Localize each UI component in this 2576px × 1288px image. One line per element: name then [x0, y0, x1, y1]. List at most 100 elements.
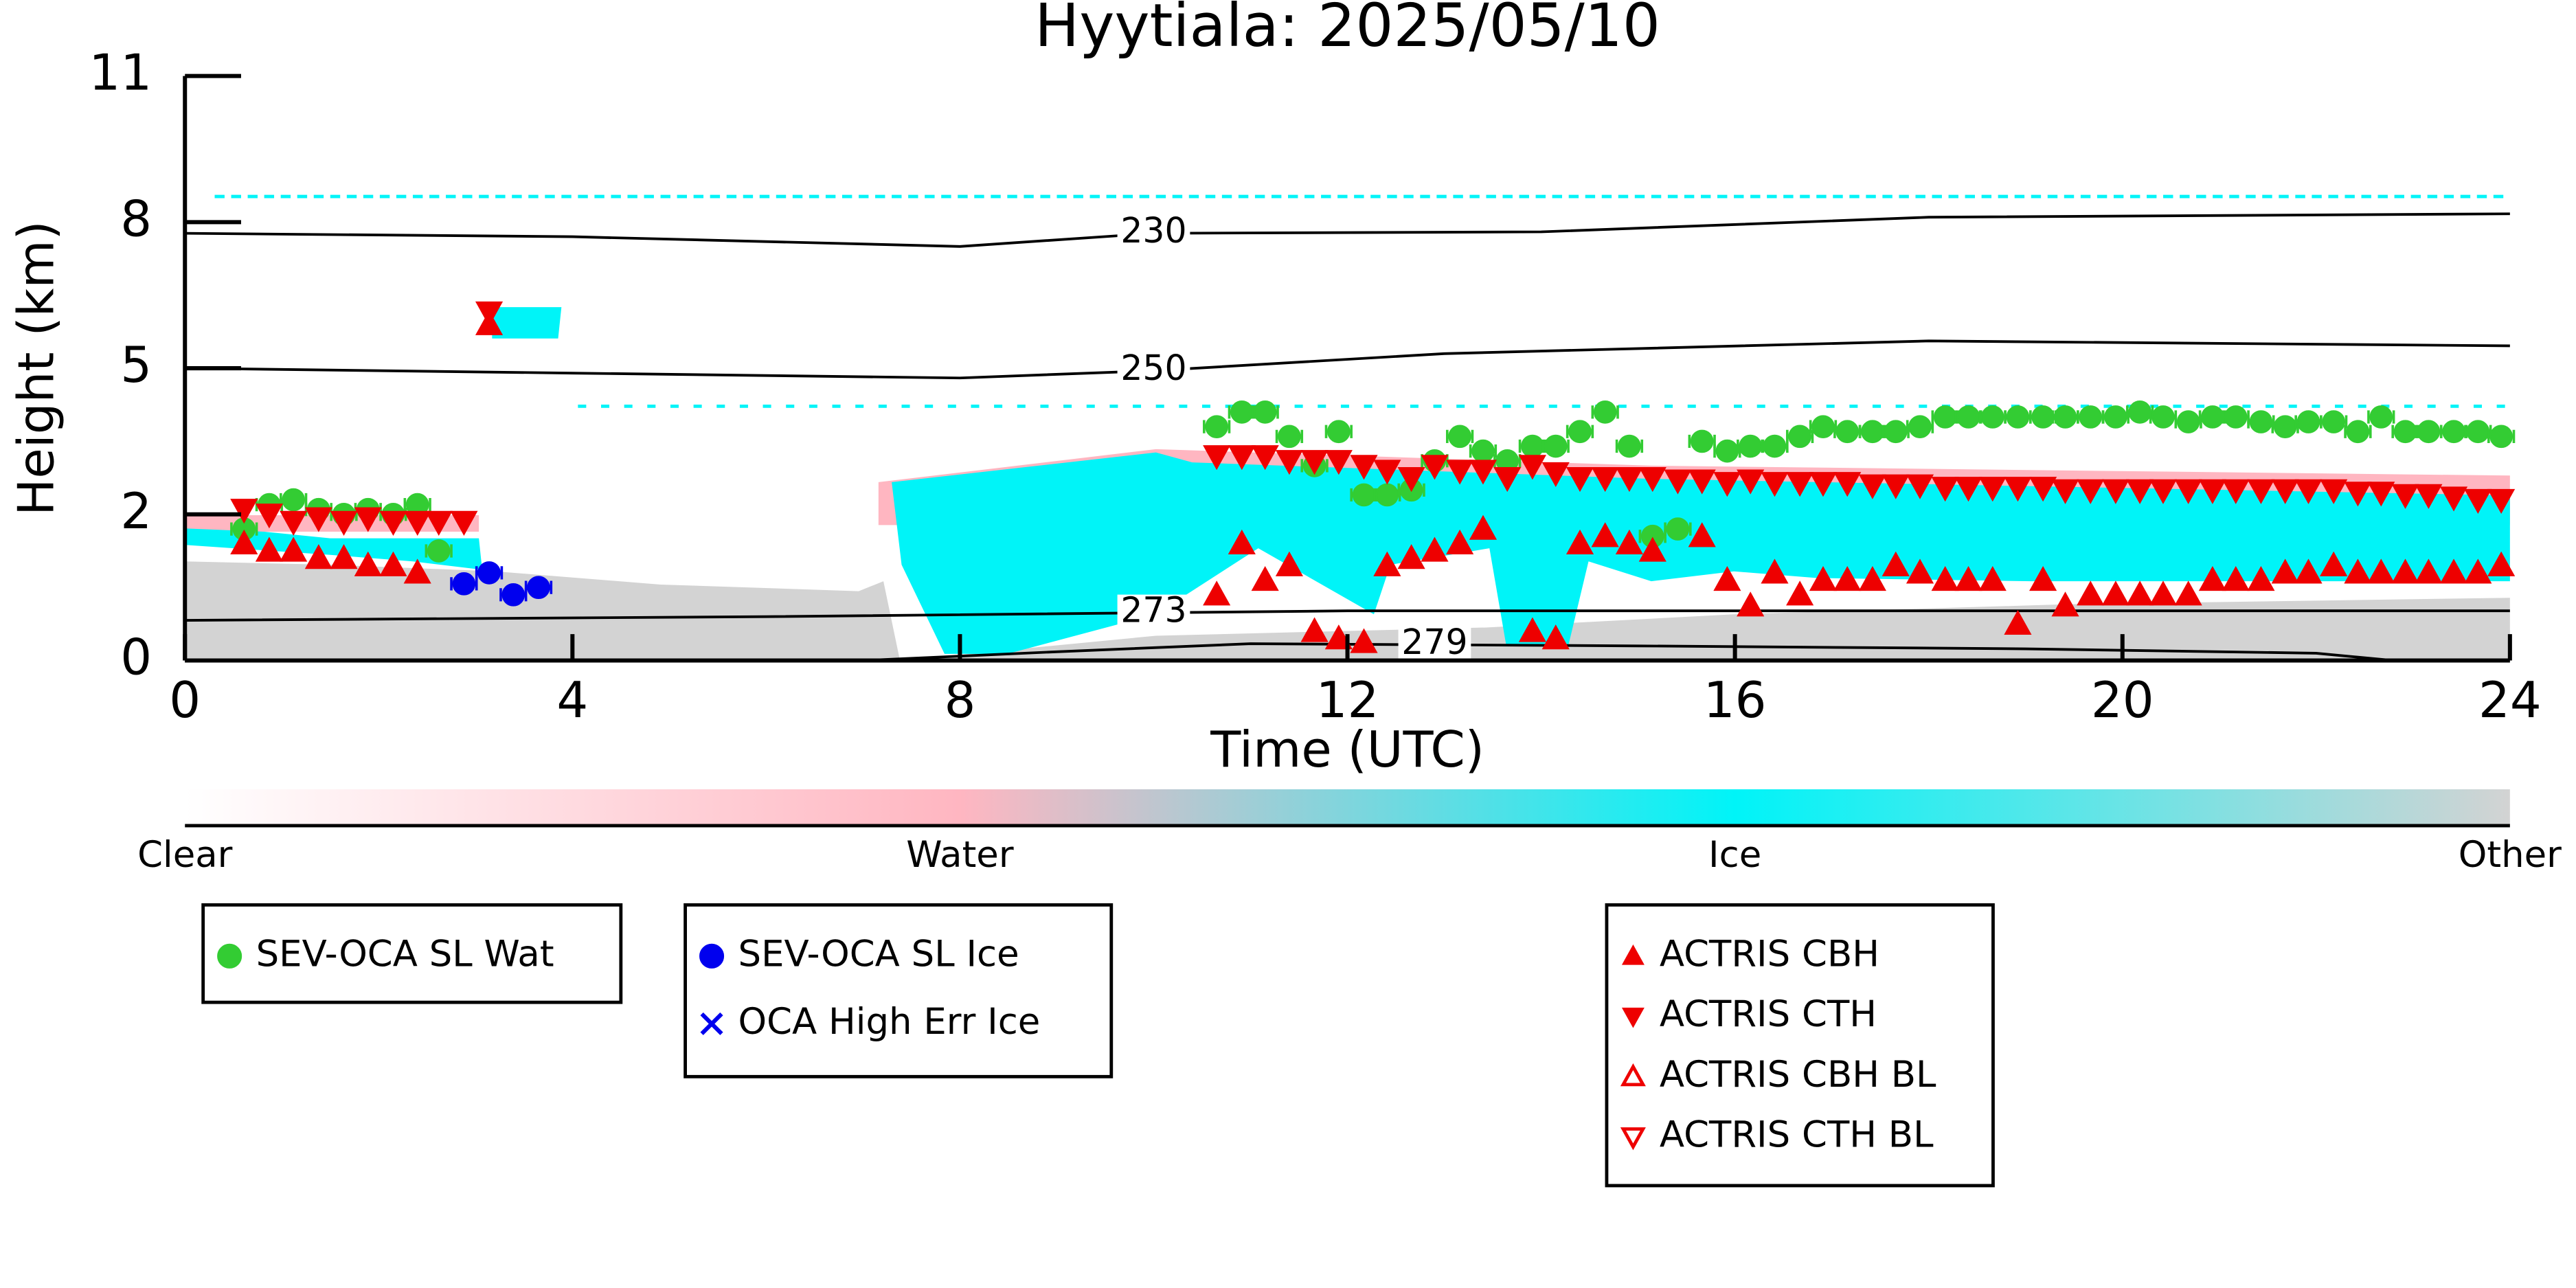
marker — [1833, 566, 1862, 591]
marker — [2051, 479, 2079, 504]
marker — [1620, 1063, 1646, 1087]
marker — [1763, 434, 1787, 458]
marker — [1858, 474, 1886, 499]
marker — [2101, 479, 2129, 504]
marker — [1253, 400, 1277, 424]
marker — [2006, 405, 2030, 429]
marker — [427, 539, 451, 563]
marker — [1761, 558, 1789, 584]
marker — [255, 536, 283, 562]
marker — [354, 507, 382, 532]
x-tick-label: 8 — [944, 672, 975, 730]
marker — [452, 572, 476, 596]
marker — [304, 544, 332, 569]
marker — [2391, 484, 2419, 509]
marker — [2294, 558, 2323, 584]
marker — [1471, 439, 1495, 463]
marker — [1809, 566, 1838, 591]
contour-label-bg — [1117, 594, 1190, 631]
marker — [1251, 445, 1279, 471]
marker — [2176, 410, 2200, 433]
marker — [2247, 479, 2275, 504]
marker — [1858, 566, 1886, 591]
y-tick-label: 0 — [120, 629, 152, 687]
marker — [2224, 405, 2248, 429]
marker — [2051, 591, 2079, 617]
marker — [304, 507, 332, 532]
marker — [2273, 415, 2297, 438]
marker — [2489, 425, 2513, 449]
marker — [1861, 420, 1884, 444]
marker — [217, 943, 242, 969]
marker — [2222, 479, 2250, 504]
marker — [1931, 566, 1959, 591]
marker — [2322, 410, 2346, 433]
marker — [2126, 580, 2154, 606]
marker — [1205, 415, 1228, 438]
marker — [2487, 488, 2516, 515]
marker — [2101, 580, 2129, 606]
marker — [2464, 488, 2492, 515]
marker — [2271, 479, 2299, 504]
marker — [1352, 483, 1376, 507]
colorbar-label: Clear — [137, 834, 233, 876]
marker — [354, 551, 382, 576]
marker — [2320, 551, 2348, 576]
contour-line — [185, 212, 2510, 248]
marker — [1397, 544, 1425, 569]
legend-label: OCA High Err Ice — [738, 1001, 1041, 1043]
marker — [1739, 434, 1763, 458]
marker — [1954, 566, 1982, 591]
legend-label: SEV-OCA SL Ice — [738, 933, 1019, 975]
marker — [1908, 415, 1932, 438]
y-axis-title: Height (km) — [8, 221, 66, 516]
marker — [1448, 425, 1471, 449]
marker — [2464, 558, 2492, 584]
marker — [1518, 455, 1546, 480]
marker — [2294, 479, 2323, 504]
y-tick-label: 2 — [120, 483, 152, 541]
marker — [1638, 536, 1667, 562]
legend-box — [683, 903, 1114, 1078]
colorbar — [185, 789, 2510, 826]
marker — [2004, 477, 2032, 502]
colorbar-label: Water — [906, 834, 1014, 876]
marker — [2346, 420, 2370, 444]
marker — [1541, 624, 1570, 650]
marker — [1737, 469, 1765, 495]
marker — [330, 510, 358, 536]
marker — [2174, 479, 2202, 504]
marker — [2149, 479, 2178, 504]
marker — [1621, 1007, 1645, 1028]
chart-title: Hyytiala: 2025/05/10 — [1035, 0, 1660, 60]
marker — [1228, 445, 1256, 471]
marker — [1275, 450, 1303, 475]
marker — [1375, 483, 1399, 507]
marker — [1591, 466, 1619, 493]
contour-line — [185, 339, 2510, 380]
marker — [2077, 580, 2105, 606]
marks — [230, 301, 2516, 653]
marker — [1251, 566, 1279, 591]
marker — [1978, 566, 2007, 591]
marker — [1544, 434, 1568, 458]
y-tick-label: 5 — [120, 337, 152, 394]
marker — [1906, 558, 1934, 584]
marker — [1884, 420, 1908, 444]
y-tick-label: 11 — [89, 45, 152, 102]
contour-label: 273 — [1120, 590, 1186, 631]
marker — [2128, 400, 2151, 424]
x-tick-label: 24 — [2478, 672, 2542, 730]
marker — [475, 301, 504, 327]
marker — [1980, 405, 2004, 429]
marker — [1203, 580, 1231, 606]
marker — [282, 488, 306, 512]
marker — [2198, 566, 2226, 591]
marker — [1350, 455, 1378, 480]
contour-line — [863, 642, 2394, 662]
marker — [379, 551, 407, 576]
marker — [1566, 529, 1594, 554]
marker — [2201, 405, 2224, 429]
marker — [1593, 400, 1617, 424]
